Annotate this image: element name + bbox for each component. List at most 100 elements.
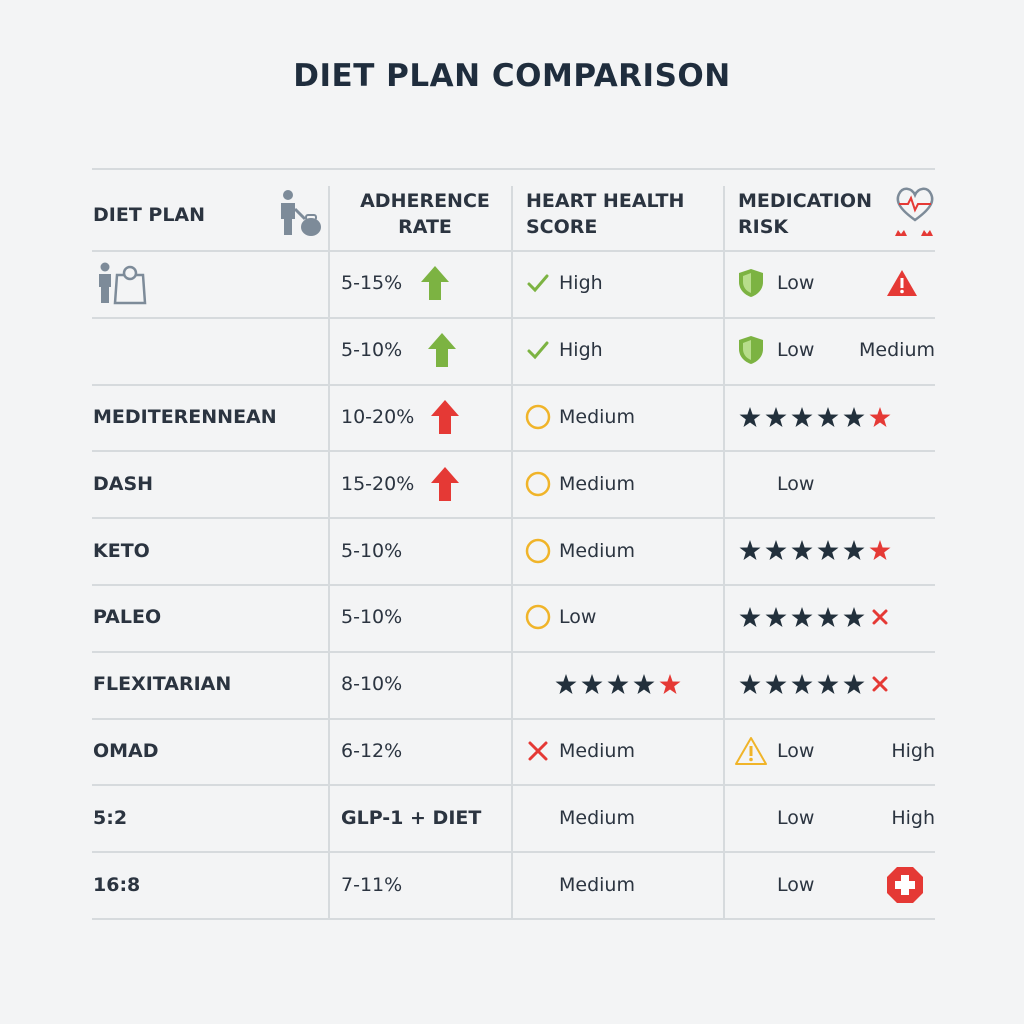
cell-text: Medium <box>559 740 635 762</box>
person-icon-part <box>283 190 293 200</box>
star <box>739 406 761 427</box>
star-part <box>843 406 865 427</box>
star-part <box>791 540 813 561</box>
star <box>633 673 655 694</box>
warning-part <box>749 746 753 756</box>
star <box>843 406 865 427</box>
warning-part <box>900 278 904 289</box>
row-divider <box>92 717 935 720</box>
star <box>765 673 787 694</box>
x-mark-part <box>872 676 888 692</box>
star-part <box>817 540 839 561</box>
check <box>527 274 549 293</box>
check <box>527 341 549 360</box>
star-part <box>869 540 891 561</box>
cell-text: 5-10% <box>341 606 403 629</box>
person-scale-icon-part <box>100 262 110 272</box>
check-part <box>527 274 549 293</box>
arrow-up-part <box>421 266 449 301</box>
star-part <box>739 406 761 427</box>
cell-text: Low <box>777 740 815 762</box>
cell-text: FLEXITARIAN <box>93 673 232 696</box>
cell-text: 5:2 <box>93 806 128 829</box>
cell-text: PALEO <box>93 606 162 629</box>
person-scale-icon-part <box>99 274 111 304</box>
person-icon-part <box>281 203 295 235</box>
cell-text: High <box>559 339 603 362</box>
person-scale-icon-part <box>122 266 138 281</box>
person-icon <box>281 190 321 236</box>
star-part <box>555 673 577 694</box>
cell-text: 8-10% <box>341 673 403 696</box>
column-divider <box>511 186 513 918</box>
column-divider <box>723 186 725 918</box>
cell-text: GLP-1 + DIET <box>341 806 482 829</box>
heart-icon-part <box>899 195 931 213</box>
x-mark <box>872 609 888 625</box>
circle-part <box>525 605 551 630</box>
row-divider <box>92 517 935 520</box>
cell-text: 16:8 <box>93 873 141 896</box>
star-part <box>791 606 813 627</box>
star <box>659 673 681 694</box>
star <box>817 406 839 427</box>
x-mark <box>528 741 548 761</box>
row-divider <box>92 784 935 787</box>
cell-text: 15-20% <box>341 472 415 495</box>
cell-text: Low <box>559 606 597 629</box>
cell-text: High <box>559 272 603 295</box>
header-cell: DIET PLAN <box>93 204 206 226</box>
warning-part <box>900 290 904 294</box>
star <box>739 540 761 561</box>
arrow-up-part <box>431 466 459 501</box>
cell-text: 7-11% <box>341 873 403 896</box>
star <box>765 406 787 427</box>
cell-text: Low <box>777 472 815 495</box>
star-part <box>633 673 655 694</box>
arrow-up <box>431 400 459 434</box>
cell-text: Low <box>777 339 815 362</box>
star-part <box>581 673 603 694</box>
circle <box>525 471 551 497</box>
star <box>843 606 865 627</box>
star <box>843 673 865 694</box>
arrow-up-part <box>431 400 459 434</box>
person-icon-part <box>305 214 317 221</box>
row-divider <box>92 584 935 586</box>
star <box>869 406 891 427</box>
star <box>791 540 813 561</box>
cell-text: High <box>891 806 935 829</box>
person-icon-part <box>293 207 307 221</box>
star-part <box>739 606 761 627</box>
arrow-up <box>421 266 449 301</box>
row-divider <box>92 851 935 854</box>
table-border <box>92 168 935 170</box>
arrow-up-part <box>428 333 456 368</box>
row-divider <box>92 450 935 453</box>
cell-text: High <box>891 740 935 762</box>
shield <box>739 336 763 365</box>
cell-text: 5-15% <box>341 272 403 295</box>
star-part <box>817 606 839 627</box>
star <box>817 673 839 694</box>
star <box>791 673 813 694</box>
star <box>607 673 629 694</box>
star-part <box>739 540 761 561</box>
star-part <box>607 673 629 694</box>
star-part <box>791 673 813 694</box>
warning <box>887 270 917 297</box>
header-cell: HEART HEALTH SCORE <box>526 190 685 238</box>
star <box>817 606 839 627</box>
circle <box>525 605 551 630</box>
shield-part <box>743 273 751 294</box>
title: DIET PLAN COMPARISON <box>293 58 731 94</box>
shield-part <box>743 340 751 361</box>
star-part <box>843 606 865 627</box>
cell-text: DASH <box>93 472 154 495</box>
star <box>739 606 761 627</box>
medical-cross <box>887 866 923 903</box>
circle-part <box>525 471 551 497</box>
star-part <box>765 540 787 561</box>
star-part <box>765 673 787 694</box>
